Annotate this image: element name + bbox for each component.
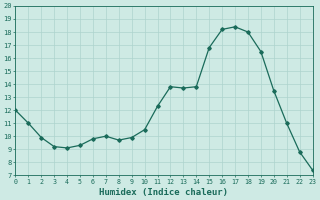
X-axis label: Humidex (Indice chaleur): Humidex (Indice chaleur) xyxy=(100,188,228,197)
